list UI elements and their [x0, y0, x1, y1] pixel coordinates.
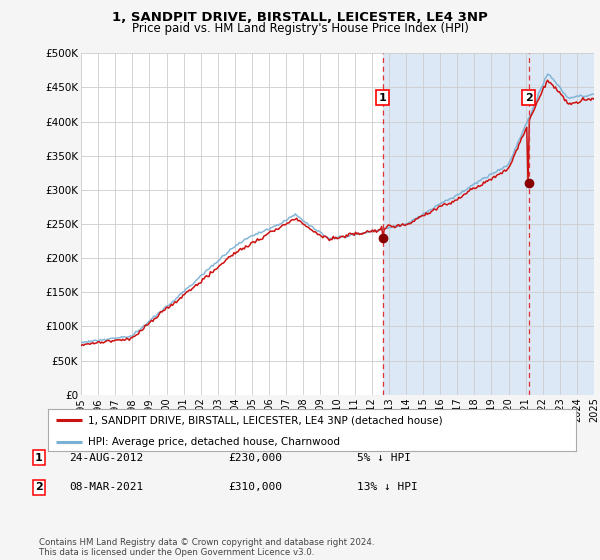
Text: Contains HM Land Registry data © Crown copyright and database right 2024.
This d: Contains HM Land Registry data © Crown c…	[39, 538, 374, 557]
Text: 1, SANDPIT DRIVE, BIRSTALL, LEICESTER, LE4 3NP: 1, SANDPIT DRIVE, BIRSTALL, LEICESTER, L…	[112, 11, 488, 24]
Text: 24-AUG-2012: 24-AUG-2012	[69, 452, 143, 463]
Text: 08-MAR-2021: 08-MAR-2021	[69, 482, 143, 492]
Text: 2: 2	[525, 92, 533, 102]
Text: 5% ↓ HPI: 5% ↓ HPI	[357, 452, 411, 463]
Text: HPI: Average price, detached house, Charnwood: HPI: Average price, detached house, Char…	[88, 437, 340, 446]
Text: 2: 2	[35, 482, 43, 492]
Text: 1, SANDPIT DRIVE, BIRSTALL, LEICESTER, LE4 3NP (detached house): 1, SANDPIT DRIVE, BIRSTALL, LEICESTER, L…	[88, 415, 442, 425]
Bar	[383, 53, 600, 395]
Text: Price paid vs. HM Land Registry's House Price Index (HPI): Price paid vs. HM Land Registry's House …	[131, 22, 469, 35]
Text: 1: 1	[35, 452, 43, 463]
Text: £310,000: £310,000	[228, 482, 282, 492]
Text: 13% ↓ HPI: 13% ↓ HPI	[357, 482, 418, 492]
Text: £230,000: £230,000	[228, 452, 282, 463]
Text: 1: 1	[379, 92, 386, 102]
